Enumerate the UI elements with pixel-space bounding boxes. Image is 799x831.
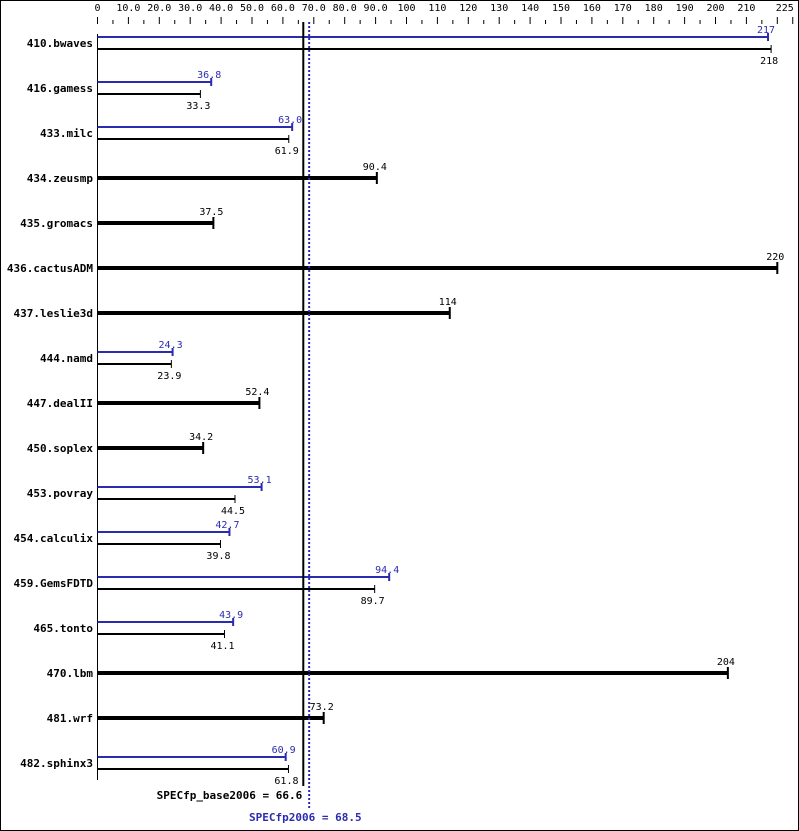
category-label: 433.milc	[40, 127, 93, 140]
x-tick-label: 140	[521, 3, 539, 14]
x-tick-label: 190	[676, 3, 694, 14]
base-value-label: 90.4	[363, 162, 387, 173]
x-tick-label: 30.0	[178, 3, 202, 14]
x-tick-label: 70.0	[302, 3, 326, 14]
base-value-label: 34.2	[189, 432, 213, 443]
x-tick-label: 110	[428, 3, 446, 14]
category-label: 459.GemsFDTD	[14, 577, 94, 590]
peak-value-label: 42.7	[215, 520, 239, 531]
category-label: 470.lbm	[47, 667, 94, 680]
x-tick-label: 210	[737, 3, 755, 14]
base-value-label: 204	[717, 657, 735, 668]
peak-value-label: 60.9	[272, 745, 296, 756]
base-value-label: 52.4	[245, 387, 269, 398]
category-label: 482.sphinx3	[20, 757, 93, 770]
base-value-label: 37.5	[199, 207, 223, 218]
x-tick-label: 20.0	[147, 3, 171, 14]
x-tick-label: 10.0	[116, 3, 140, 14]
base-value-label: 114	[439, 297, 457, 308]
x-tick-label: 130	[490, 3, 508, 14]
x-tick-label: 100	[397, 3, 415, 14]
category-label: 434.zeusmp	[27, 172, 94, 185]
x-tick-label: 60.0	[271, 3, 295, 14]
peak-reference-label: SPECfp2006 = 68.5	[249, 811, 362, 824]
peak-value-label: 36.8	[197, 70, 221, 81]
peak-value-label: 53.1	[248, 475, 272, 486]
category-label: 437.leslie3d	[14, 307, 93, 320]
peak-value-label: 24.3	[159, 340, 183, 351]
base-value-label: 89.7	[361, 596, 385, 607]
x-tick-label: 150	[552, 3, 570, 14]
peak-value-label: 94.4	[375, 565, 399, 576]
category-label: 481.wrf	[47, 712, 93, 725]
peak-value-label: 63.0	[278, 115, 302, 126]
x-tick-label: 90.0	[364, 3, 388, 14]
x-tick-label: 200	[706, 3, 724, 14]
x-tick-label: 50.0	[240, 3, 264, 14]
base-value-label: 73.2	[310, 702, 334, 713]
category-label: 444.namd	[40, 352, 93, 365]
x-tick-label: 160	[583, 3, 601, 14]
base-value-label: 44.5	[221, 506, 245, 517]
x-tick-label: 40.0	[209, 3, 233, 14]
base-reference-label: SPECfp_base2006 = 66.6	[157, 789, 303, 802]
base-value-label: 33.3	[186, 101, 210, 112]
base-value-label: 61.9	[275, 146, 299, 157]
x-tick-label: 80.0	[333, 3, 357, 14]
base-value-label: 41.1	[210, 641, 234, 652]
x-tick-label: 170	[614, 3, 632, 14]
x-tick-label: 0	[94, 3, 100, 14]
category-label: 416.gamess	[27, 82, 93, 95]
category-label: 465.tonto	[33, 622, 93, 635]
category-label: 454.calculix	[14, 532, 94, 545]
category-label: 450.soplex	[27, 442, 94, 455]
category-label: 435.gromacs	[20, 217, 93, 230]
category-label: 436.cactusADM	[7, 262, 93, 275]
peak-value-label: 217	[757, 25, 775, 36]
base-value-label: 23.9	[157, 371, 181, 382]
category-label: 447.dealII	[27, 397, 93, 410]
category-label: 410.bwaves	[27, 37, 93, 50]
peak-value-label: 43.9	[219, 610, 243, 621]
x-tick-label: 120	[459, 3, 477, 14]
base-value-label: 220	[766, 252, 784, 263]
base-value-label: 39.8	[206, 551, 230, 562]
base-value-label: 61.8	[274, 776, 298, 787]
base-value-label: 218	[760, 56, 778, 67]
x-tick-label: 225	[776, 3, 794, 14]
x-tick-label: 180	[645, 3, 663, 14]
category-label: 453.povray	[27, 487, 94, 500]
